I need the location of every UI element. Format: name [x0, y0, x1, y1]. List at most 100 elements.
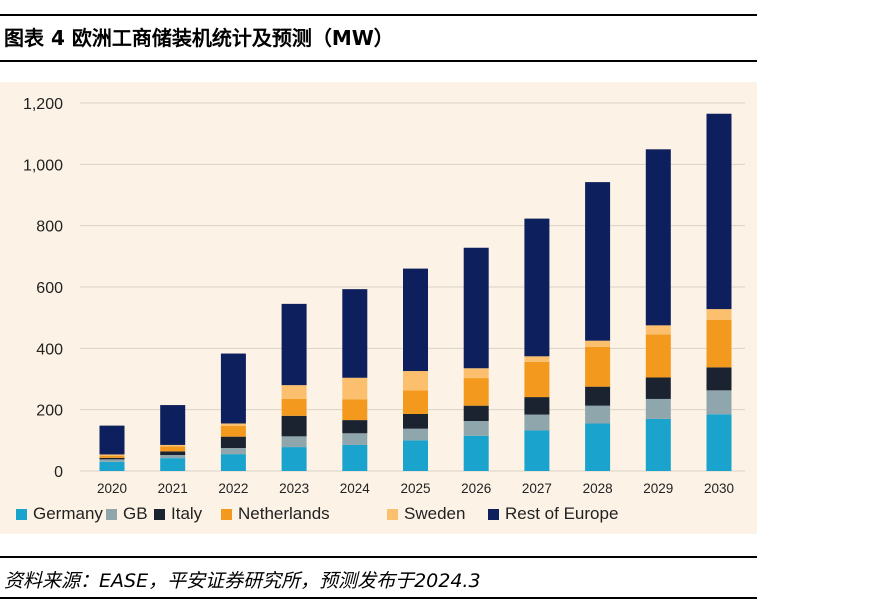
bar-segment	[160, 455, 186, 459]
y-tick-label: 200	[36, 403, 63, 420]
x-tick-label: 2024	[340, 481, 371, 496]
legend-swatch	[488, 509, 499, 520]
bar-segment	[524, 356, 550, 362]
x-tick-label: 2027	[522, 481, 552, 496]
bar-segment	[585, 423, 611, 471]
x-tick-label: 2022	[218, 481, 248, 496]
bar-segment	[706, 367, 732, 391]
bar-segment	[706, 319, 732, 368]
legend-label: Rest of Europe	[505, 504, 618, 523]
bar-segment	[220, 436, 246, 448]
y-tick-label: 800	[36, 219, 63, 236]
bar-segment	[585, 340, 611, 347]
legend-swatch	[16, 509, 27, 520]
bar-segment	[160, 444, 186, 447]
bar-segment	[706, 113, 732, 310]
x-tick-label: 2025	[400, 481, 430, 496]
bar-segment	[342, 377, 368, 400]
bar-segment	[342, 399, 368, 421]
y-tick-label: 600	[36, 280, 63, 297]
stacked-bar-chart: 0 200 400 600 800 1,000 1,200 2020 2021 2022 2023 2…	[16, 96, 745, 523]
legend-swatch	[154, 509, 165, 520]
bar-segment	[342, 420, 368, 434]
bar-segment	[160, 405, 186, 445]
y-tick-label: 0	[54, 464, 63, 481]
x-tick-label: 2021	[158, 481, 188, 496]
bar-segment	[463, 435, 489, 471]
bar-segment	[281, 436, 307, 448]
bar-segment	[463, 378, 489, 406]
bar-segment	[99, 459, 125, 462]
bar-segment	[585, 405, 611, 424]
bar-segment	[403, 390, 428, 414]
bar-segment	[524, 430, 550, 471]
legend-label: Netherlands	[238, 504, 330, 523]
source-top-rule	[0, 556, 757, 558]
bar-segment	[463, 368, 489, 379]
bar-segment	[281, 398, 307, 416]
bar-segment	[585, 386, 611, 406]
bar-segment	[706, 309, 732, 320]
bar-segment	[99, 461, 125, 471]
bar-segment	[645, 398, 671, 419]
bar-segment	[403, 371, 428, 391]
bar-segment	[342, 444, 368, 471]
x-tick-label: 2026	[461, 481, 491, 496]
x-tick-label: 2029	[643, 481, 673, 496]
bar-segment	[220, 454, 246, 471]
bar-segment	[403, 268, 428, 372]
bar-segment	[220, 353, 246, 424]
y-tick-label: 1,200	[23, 96, 63, 113]
bar-segment	[403, 413, 428, 429]
bar-segment	[281, 447, 307, 471]
legend-swatch	[221, 509, 232, 520]
bar-segment	[524, 218, 550, 357]
x-tick-label: 2023	[279, 481, 309, 496]
figure-title: 图表 4 欧洲工商储装机统计及预测（MW）	[4, 26, 394, 50]
bar-segment	[403, 440, 428, 471]
bar-segment	[160, 458, 186, 471]
x-tick-label: 2030	[704, 481, 734, 496]
bar-segment	[645, 377, 671, 399]
bar-segment	[99, 455, 125, 458]
top-rule	[0, 14, 757, 16]
bar-segment	[220, 425, 246, 437]
bar-segment	[524, 361, 550, 398]
bar-segment	[281, 415, 307, 437]
bar-segment	[342, 289, 368, 378]
bar-segment	[220, 423, 246, 426]
bar-segment	[645, 418, 671, 471]
bar-segment	[99, 457, 125, 460]
bar-segment	[524, 414, 550, 431]
bar-segment	[645, 149, 671, 326]
bar-segment	[463, 247, 489, 369]
source-note: 资料来源：EASE，平安证券研究所，预测发布于2024.3	[4, 570, 481, 592]
chart-panel: 0 200 400 600 800 1,000 1,200 2020 2021 2022 2023 2…	[0, 82, 757, 534]
y-tick-label: 1,000	[23, 157, 63, 174]
legend-label: Sweden	[404, 504, 465, 523]
bar-segment	[342, 433, 368, 445]
bar-segment	[220, 448, 246, 455]
legend-swatch	[106, 509, 117, 520]
bar-segment	[403, 428, 428, 441]
bar-segment	[585, 346, 611, 387]
bar-segment	[524, 397, 550, 415]
bar-segment	[463, 405, 489, 422]
x-tick-label: 2020	[97, 481, 127, 496]
legend-label: Germany	[33, 504, 103, 523]
bar-segment	[160, 451, 186, 456]
bar-segment	[281, 385, 307, 399]
bar-segment	[281, 303, 307, 386]
bar-segment	[585, 182, 611, 341]
bar-segment	[706, 414, 732, 471]
bar-segment	[99, 454, 125, 456]
title-underline	[0, 60, 757, 62]
y-tick-label: 400	[36, 341, 63, 358]
bar-segment	[463, 421, 489, 436]
bar-segment	[645, 325, 671, 335]
x-tick-label: 2028	[583, 481, 613, 496]
legend-label: GB	[123, 504, 148, 523]
bar-segment	[160, 446, 186, 452]
bar-segment	[99, 425, 125, 455]
bar-segment	[645, 334, 671, 378]
